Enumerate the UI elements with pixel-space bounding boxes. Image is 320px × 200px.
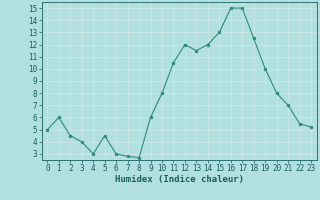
X-axis label: Humidex (Indice chaleur): Humidex (Indice chaleur) bbox=[115, 175, 244, 184]
